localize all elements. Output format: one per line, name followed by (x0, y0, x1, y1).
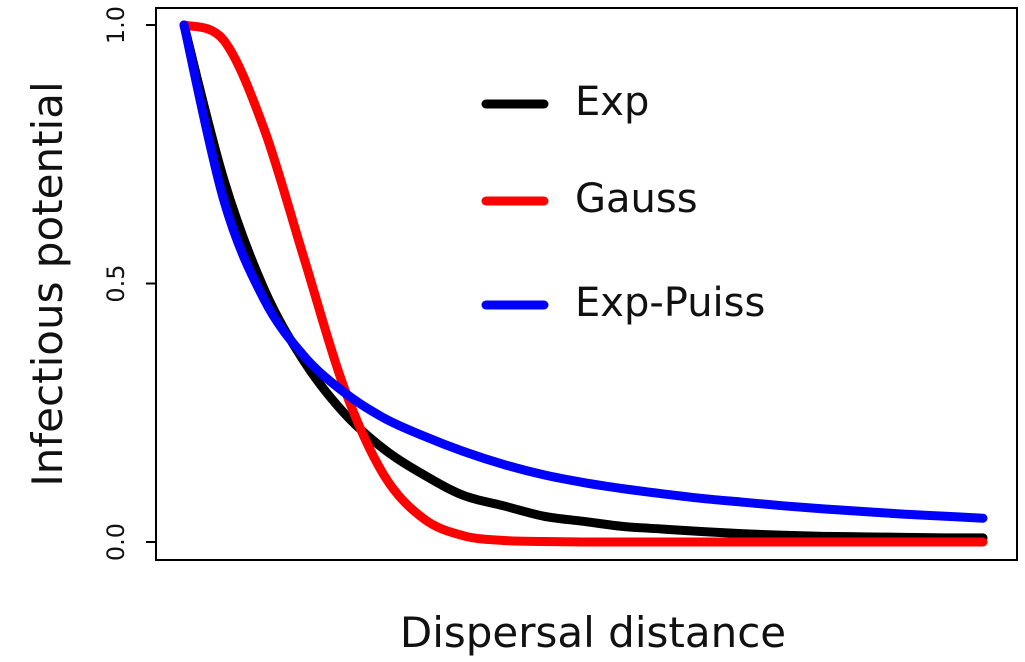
legend: Exp Gauss Exp-Puiss (481, 79, 765, 326)
y-tick-label: 0.0 (102, 523, 130, 561)
y-axis: 0.0 0.5 1.0 (102, 6, 156, 561)
series-line-gauss (179, 20, 988, 547)
y-tick-label: 0.5 (102, 264, 130, 302)
legend-label-exp-puiss: Exp-Puiss (575, 280, 765, 326)
y-tick-label: 1.0 (102, 6, 130, 44)
legend-label-exp: Exp (575, 79, 649, 125)
series-line-exp-puiss (179, 20, 988, 523)
x-axis-title: Dispersal distance (400, 608, 786, 657)
series-layer (179, 20, 988, 547)
legend-label-gauss: Gauss (575, 176, 698, 222)
y-axis-title: Infectious potential (23, 81, 72, 486)
